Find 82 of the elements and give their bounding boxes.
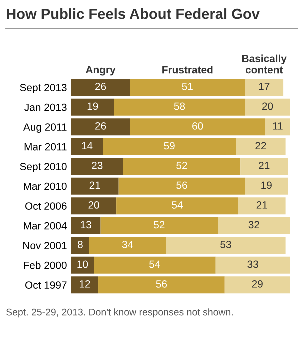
y-tick-label: Sept 2013 — [20, 84, 67, 94]
bar — [71, 79, 130, 96]
bar — [224, 276, 290, 294]
bar — [71, 198, 117, 215]
data-label: 29 — [252, 280, 263, 288]
bar — [218, 217, 290, 234]
data-label: 14 — [82, 142, 93, 150]
data-label: 56 — [176, 182, 188, 190]
data-label: 8 — [78, 241, 83, 248]
data-label: 34 — [122, 241, 134, 248]
bar — [103, 138, 236, 156]
bar — [94, 256, 216, 274]
data-label: 20 — [88, 202, 100, 209]
y-tick-label: Sept 2010 — [20, 163, 67, 173]
data-label: 17 — [259, 83, 270, 90]
bar — [130, 79, 246, 96]
bar — [236, 138, 286, 156]
data-label: 20 — [262, 102, 274, 110]
bar — [98, 276, 225, 294]
data-label: 10 — [78, 260, 88, 268]
bar — [238, 198, 286, 215]
data-label: 26 — [96, 122, 106, 130]
bar — [71, 237, 90, 254]
data-label: 33 — [248, 260, 258, 268]
bar — [245, 178, 288, 195]
chart-title: How Public Feels About Federal Gov — [7, 8, 260, 20]
bar — [71, 276, 99, 294]
bar — [130, 118, 266, 136]
bar — [71, 158, 124, 176]
data-label: 26 — [96, 83, 106, 90]
data-label: 21 — [259, 162, 270, 170]
data-label: 56 — [156, 280, 168, 288]
data-label: 52 — [154, 221, 165, 229]
data-label: 22 — [256, 142, 266, 150]
data-label: 21 — [90, 182, 100, 190]
data-label: 52 — [176, 162, 188, 170]
series-label: Angry — [86, 66, 116, 76]
bar — [100, 217, 218, 234]
data-label: 19 — [88, 102, 98, 110]
bar — [245, 79, 284, 96]
data-label: 54 — [172, 202, 183, 209]
bar — [123, 158, 241, 176]
bar — [114, 98, 246, 116]
data-label: 12 — [80, 280, 90, 288]
data-label: 23 — [92, 162, 103, 170]
y-tick-label: Mar 2011 — [24, 143, 67, 151]
data-label: 11 — [273, 122, 283, 130]
data-label: 32 — [248, 221, 260, 229]
data-label: 59 — [164, 142, 175, 150]
y-tick-label: Nov 2001 — [24, 242, 67, 250]
bar — [166, 237, 286, 254]
series-label: Basically content — [242, 54, 287, 74]
y-tick-label: Oct 1997 — [26, 282, 67, 289]
y-tick-label: Mar 2004 — [24, 222, 67, 230]
bar — [71, 98, 114, 116]
data-label: 13 — [81, 221, 92, 229]
y-tick-label: Feb 2000 — [24, 262, 67, 270]
bar — [240, 158, 288, 176]
bar — [71, 138, 104, 156]
text: Sept. 25-29, 2013. Don't know responses not shown. — [6, 308, 233, 318]
data-label: 19 — [262, 182, 272, 190]
data-label: 54 — [150, 260, 160, 268]
bar — [71, 178, 119, 195]
data-label: 21 — [256, 202, 268, 209]
y-tick-label: Aug 2011 — [23, 124, 67, 134]
data-label: 51 — [182, 83, 193, 90]
series-label: Frustrated — [162, 66, 213, 74]
y-tick-label: Oct 2006 — [26, 202, 67, 210]
bar — [216, 256, 290, 274]
y-tick-label: Jan 2013 — [24, 104, 67, 112]
bar — [71, 256, 94, 274]
bar — [89, 237, 166, 254]
bar — [116, 198, 238, 215]
bar — [266, 118, 290, 136]
bar — [71, 217, 101, 234]
bar — [245, 98, 290, 116]
bar — [71, 118, 130, 136]
data-label: 53 — [220, 241, 232, 248]
data-label: 58 — [174, 102, 186, 110]
bar — [118, 178, 246, 195]
data-label: 60 — [192, 122, 204, 130]
y-tick-label: Mar 2010 — [24, 182, 67, 190]
